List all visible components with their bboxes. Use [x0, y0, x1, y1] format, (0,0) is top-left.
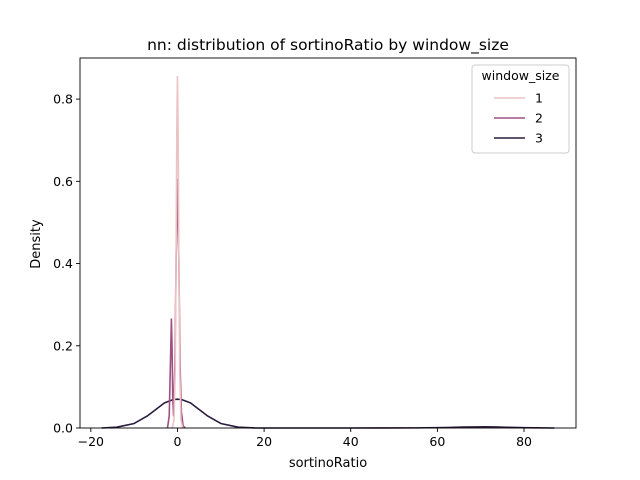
- x-tick-label: 20: [256, 434, 272, 449]
- series-line-1: [171, 75, 184, 429]
- y-tick-label: 0.8: [53, 92, 73, 107]
- legend-label-3: 3: [535, 131, 543, 146]
- y-tick-label: 0.2: [53, 338, 73, 353]
- axes-frame: [79, 57, 577, 429]
- legend-label-2: 2: [535, 111, 543, 126]
- legend-title: window_size: [482, 68, 560, 83]
- x-tick-label: 0: [173, 434, 181, 449]
- x-tick-label: 80: [516, 434, 532, 449]
- plot-area: [101, 75, 555, 429]
- y-tick-label: 0.0: [53, 421, 73, 436]
- legend: window_size 1 2 3: [471, 64, 570, 154]
- series-line-3: [101, 398, 555, 429]
- x-axis-title: sortinoRatio: [289, 456, 367, 471]
- legend-label-1: 1: [535, 91, 543, 106]
- legend-box: [471, 64, 570, 154]
- x-tick-label: −20: [78, 434, 104, 449]
- chart-title: nn: distribution of sortinoRatio by wind…: [147, 36, 509, 55]
- y-axis-title: Density: [29, 219, 44, 269]
- x-tick-label: 60: [429, 434, 445, 449]
- y-tick-label: 0.6: [53, 174, 73, 189]
- axes: −20 0 20 40 60 80 0.0 0.2 0.4 0.6 0.8: [53, 57, 577, 449]
- x-tick-label: 40: [343, 434, 359, 449]
- y-tick-label: 0.4: [53, 256, 73, 271]
